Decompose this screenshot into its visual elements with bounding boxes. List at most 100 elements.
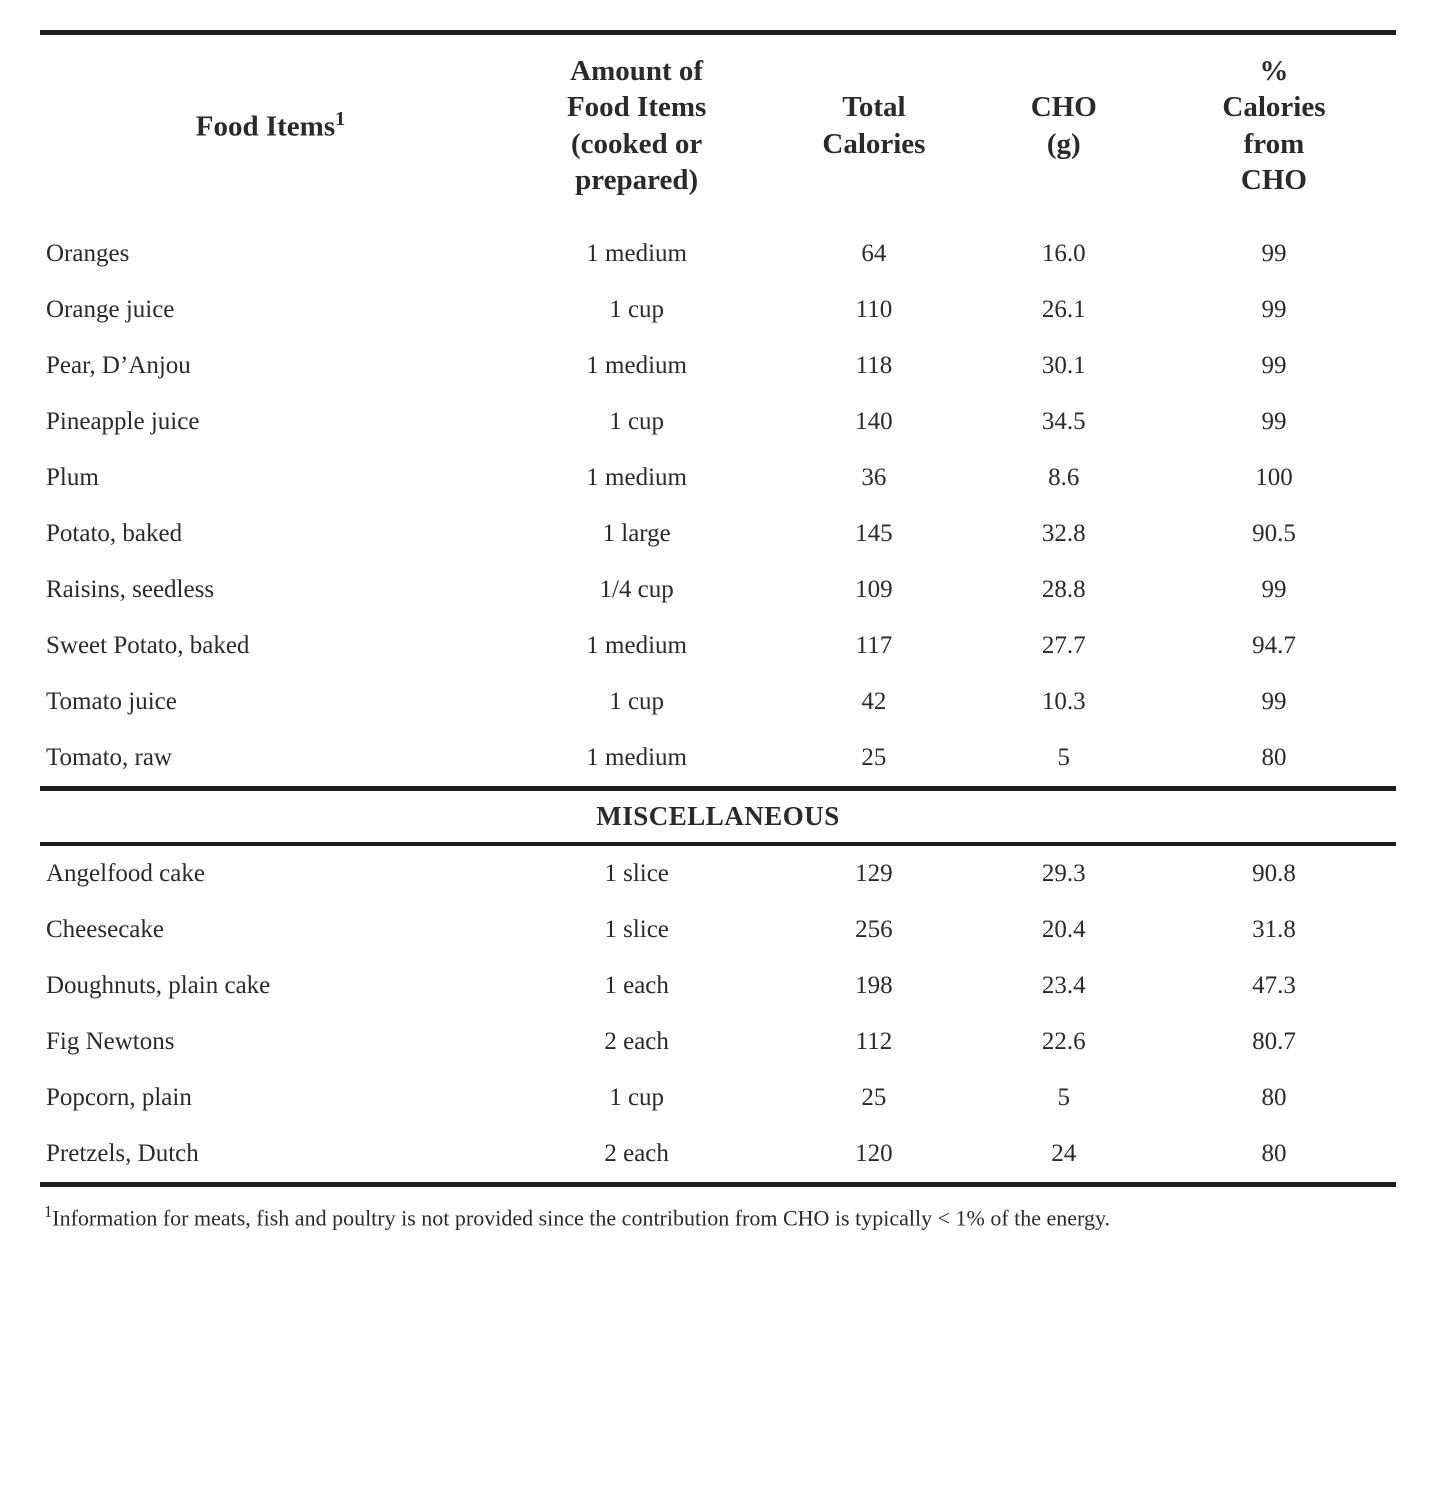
total-calories: 117 <box>772 618 975 674</box>
food-name: Fig Newtons <box>40 1014 501 1070</box>
total-calories: 198 <box>772 958 975 1014</box>
total-calories: 42 <box>772 674 975 730</box>
total-calories: 25 <box>772 1070 975 1126</box>
food-amount: 1 slice <box>501 902 772 958</box>
table-row: Sweet Potato, baked1 medium11727.794.7 <box>40 618 1396 674</box>
pct-calories-cho: 31.8 <box>1152 902 1396 958</box>
food-name: Cheesecake <box>40 902 501 958</box>
food-amount: 1 medium <box>501 338 772 394</box>
table-row: Angelfood cake1 slice12929.390.8 <box>40 844 1396 902</box>
pct-calories-cho: 99 <box>1152 226 1396 282</box>
page-container: Food Items1 Amount ofFood Items(cooked o… <box>40 30 1396 1233</box>
food-name: Tomato, raw <box>40 730 501 789</box>
table-header-row: Food Items1 Amount ofFood Items(cooked o… <box>40 33 1396 227</box>
pct-calories-cho: 99 <box>1152 394 1396 450</box>
cho-grams: 22.6 <box>976 1014 1152 1070</box>
food-name: Raisins, seedless <box>40 562 501 618</box>
food-name: Doughnuts, plain cake <box>40 958 501 1014</box>
cho-grams: 26.1 <box>976 282 1152 338</box>
cho-grams: 27.7 <box>976 618 1152 674</box>
pct-calories-cho: 80 <box>1152 730 1396 789</box>
food-amount: 1 medium <box>501 730 772 789</box>
pct-calories-cho: 99 <box>1152 338 1396 394</box>
pct-calories-cho: 90.8 <box>1152 844 1396 902</box>
food-name: Tomato juice <box>40 674 501 730</box>
food-name: Pretzels, Dutch <box>40 1126 501 1182</box>
table-body: Oranges1 medium6416.099Orange juice1 cup… <box>40 226 1396 1185</box>
total-calories: 140 <box>772 394 975 450</box>
footnote: 1Information for meats, fish and poultry… <box>40 1187 1396 1233</box>
food-amount: 2 each <box>501 1014 772 1070</box>
food-name: Oranges <box>40 226 501 282</box>
cho-grams: 32.8 <box>976 506 1152 562</box>
nutrition-table: Food Items1 Amount ofFood Items(cooked o… <box>40 30 1396 1187</box>
pct-calories-cho: 47.3 <box>1152 958 1396 1014</box>
section-header: MISCELLANEOUS <box>40 789 1396 845</box>
cho-grams: 29.3 <box>976 844 1152 902</box>
col-header-label: Food Items <box>196 110 335 142</box>
total-calories: 129 <box>772 844 975 902</box>
pct-calories-cho: 80 <box>1152 1126 1396 1182</box>
total-calories: 64 <box>772 226 975 282</box>
food-amount: 2 each <box>501 1126 772 1182</box>
table-row: Popcorn, plain1 cup25580 <box>40 1070 1396 1126</box>
food-amount: 1 cup <box>501 394 772 450</box>
cho-grams: 23.4 <box>976 958 1152 1014</box>
food-name: Plum <box>40 450 501 506</box>
cho-grams: 10.3 <box>976 674 1152 730</box>
cho-grams: 24 <box>976 1126 1152 1182</box>
col-header-food-items: Food Items1 <box>40 33 501 227</box>
table-row: Pineapple juice1 cup14034.599 <box>40 394 1396 450</box>
table-row: Cheesecake1 slice25620.431.8 <box>40 902 1396 958</box>
total-calories: 110 <box>772 282 975 338</box>
table-row: Plum1 medium368.6100 <box>40 450 1396 506</box>
cho-grams: 34.5 <box>976 394 1152 450</box>
col-header-pct: %CaloriesfromCHO <box>1152 33 1396 227</box>
food-amount: 1 large <box>501 506 772 562</box>
table-row: Potato, baked1 large14532.890.5 <box>40 506 1396 562</box>
pct-calories-cho: 99 <box>1152 562 1396 618</box>
pct-calories-cho: 80.7 <box>1152 1014 1396 1070</box>
food-amount: 1 medium <box>501 450 772 506</box>
pct-calories-cho: 94.7 <box>1152 618 1396 674</box>
table-row: Pretzels, Dutch2 each1202480 <box>40 1126 1396 1182</box>
food-amount: 1 cup <box>501 1070 772 1126</box>
food-name: Potato, baked <box>40 506 501 562</box>
section-title: MISCELLANEOUS <box>40 789 1396 845</box>
cho-grams: 20.4 <box>976 902 1152 958</box>
footnote-marker: 1 <box>44 1202 52 1221</box>
food-name: Orange juice <box>40 282 501 338</box>
pct-calories-cho: 80 <box>1152 1070 1396 1126</box>
footnote-text: Information for meats, fish and poultry … <box>52 1205 1110 1230</box>
table-row: Tomato juice1 cup4210.399 <box>40 674 1396 730</box>
total-calories: 36 <box>772 450 975 506</box>
food-name: Pear, D’Anjou <box>40 338 501 394</box>
table-row: Tomato, raw1 medium25580 <box>40 730 1396 789</box>
col-header-calories: TotalCalories <box>772 33 975 227</box>
table-row: Raisins, seedless1/4 cup10928.899 <box>40 562 1396 618</box>
food-amount: 1 cup <box>501 282 772 338</box>
table-row: Fig Newtons2 each11222.680.7 <box>40 1014 1396 1070</box>
total-calories: 109 <box>772 562 975 618</box>
food-amount: 1 slice <box>501 844 772 902</box>
cho-grams: 5 <box>976 730 1152 789</box>
cho-grams: 30.1 <box>976 338 1152 394</box>
col-header-cho: CHO(g) <box>976 33 1152 227</box>
cho-grams: 28.8 <box>976 562 1152 618</box>
food-amount: 1 medium <box>501 226 772 282</box>
total-calories: 120 <box>772 1126 975 1182</box>
col-header-amount: Amount ofFood Items(cooked orprepared) <box>501 33 772 227</box>
food-name: Popcorn, plain <box>40 1070 501 1126</box>
total-calories: 145 <box>772 506 975 562</box>
total-calories: 25 <box>772 730 975 789</box>
table-row: Doughnuts, plain cake1 each19823.447.3 <box>40 958 1396 1014</box>
cho-grams: 16.0 <box>976 226 1152 282</box>
cho-grams: 8.6 <box>976 450 1152 506</box>
cho-grams: 5 <box>976 1070 1152 1126</box>
food-amount: 1/4 cup <box>501 562 772 618</box>
total-calories: 112 <box>772 1014 975 1070</box>
food-name: Pineapple juice <box>40 394 501 450</box>
food-name: Angelfood cake <box>40 844 501 902</box>
table-row: Oranges1 medium6416.099 <box>40 226 1396 282</box>
total-calories: 256 <box>772 902 975 958</box>
